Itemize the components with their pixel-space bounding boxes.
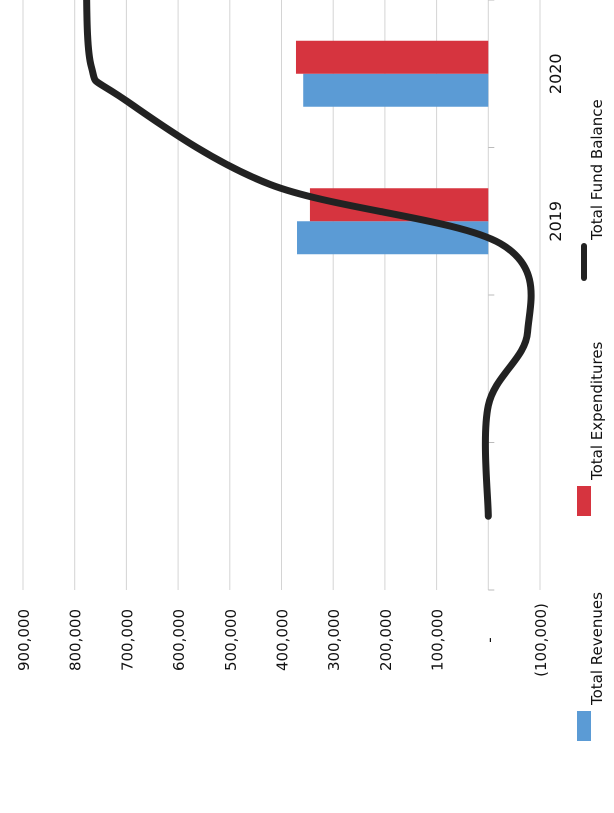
legend-label: Total Fund Balance <box>588 99 606 241</box>
category-axis-labels: 2019 2020 <box>546 53 565 241</box>
legend-swatch <box>577 486 591 516</box>
value-tick-label: 700,000 <box>118 609 136 671</box>
value-tick-label: 400,000 <box>274 609 292 671</box>
value-tick-label: (100,000) <box>532 603 550 677</box>
value-tick-label: 300,000 <box>325 609 343 671</box>
category-label: 2020 <box>546 53 565 94</box>
value-tick-label: 500,000 <box>222 609 240 671</box>
value-tick-label: 900,000 <box>15 609 33 671</box>
value-axis-tick-labels: (100,000) - 100,000 200,000 300,000 400,000 50… <box>15 603 550 677</box>
bars <box>295 40 489 255</box>
value-tick-label: 600,000 <box>170 609 188 671</box>
value-tick-label: 800,000 <box>67 609 85 671</box>
legend: Total Revenues Total Expenditures Total Fu… <box>577 99 606 741</box>
bar-total-revenues-2020 <box>303 73 489 107</box>
category-label: 2019 <box>546 201 565 242</box>
legend-label: Total Revenues <box>588 592 606 706</box>
value-tick-label: 200,000 <box>377 609 395 671</box>
series-line-total-fund-balance <box>83 0 535 520</box>
value-tick-label: - <box>480 637 498 642</box>
bar-total-expenditures-2020 <box>295 40 489 74</box>
legend-swatch <box>577 711 591 741</box>
value-tick-label: 100,000 <box>429 609 447 671</box>
category-separators <box>488 0 495 591</box>
legend-label: Total Expenditures <box>588 341 606 481</box>
